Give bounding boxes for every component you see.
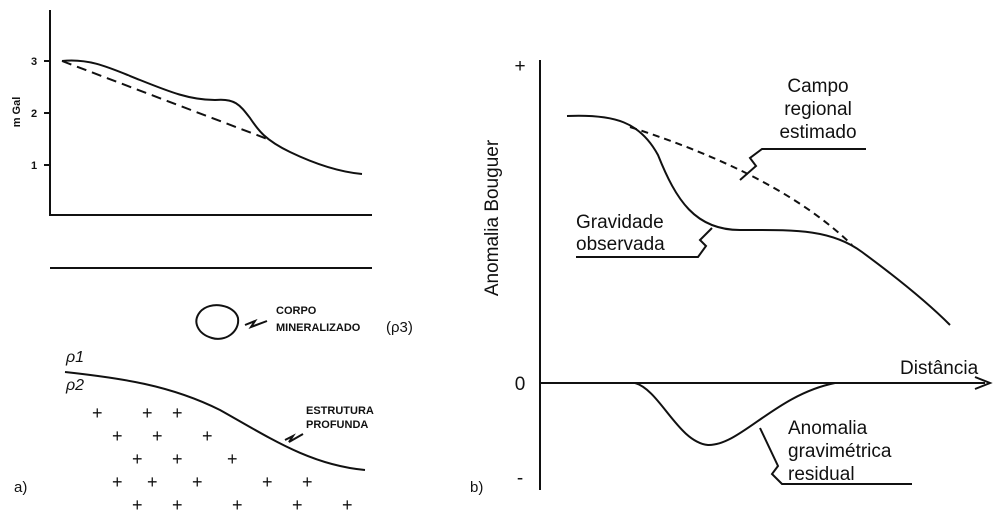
svg-text:+: +: [202, 426, 213, 446]
leader: [576, 227, 713, 258]
observed-label: Gravidade: [576, 212, 664, 233]
panel-b: + 0 - Anomalia Bouguer Distância Campo r…: [470, 56, 993, 496]
residual-label: Anomalia: [788, 418, 868, 439]
observed-curve: [566, 114, 951, 326]
residual-label: gravimétrica: [788, 441, 892, 462]
svg-text:+: +: [147, 472, 158, 492]
svg-text:+: +: [262, 472, 273, 492]
svg-text:+: +: [142, 403, 153, 423]
plus-signs: + + + + + + + + + + + + + + + + + + +: [92, 403, 353, 513]
svg-text:+: +: [292, 495, 303, 513]
leader: [739, 148, 866, 181]
layer-label: ρ2: [65, 377, 84, 394]
y-tick-label: 1: [31, 160, 37, 172]
svg-text:+: +: [152, 426, 163, 446]
observed-label: observada: [576, 234, 665, 255]
y-axis-label: Anomalia Bouguer: [482, 139, 503, 296]
residual-label: residual: [788, 464, 855, 485]
svg-text:+: +: [132, 495, 143, 513]
body-label: (ρ3): [386, 319, 413, 336]
y-mark: +: [514, 56, 525, 77]
regional-label: Campo: [787, 76, 848, 97]
svg-text:+: +: [132, 449, 143, 469]
body-label: MINERALIZADO: [276, 322, 361, 334]
regional-curve: [629, 126, 853, 246]
ore-body: [195, 304, 240, 340]
x-axis-label: Distância: [900, 358, 979, 379]
svg-text:+: +: [112, 426, 123, 446]
svg-text:+: +: [112, 472, 123, 492]
leader: [759, 427, 912, 485]
svg-text:+: +: [192, 472, 203, 492]
regional-label: estimado: [779, 122, 856, 143]
svg-text:+: +: [227, 449, 238, 469]
structure-label: PROFUNDA: [306, 419, 368, 431]
leader: [284, 433, 304, 443]
y-axis-label: m Gal: [11, 97, 23, 128]
y-tick-label: 3: [31, 56, 37, 68]
layer-label: ρ1: [65, 349, 84, 366]
panel-label: b): [470, 479, 483, 496]
svg-text:+: +: [172, 495, 183, 513]
observed-curve: [61, 59, 363, 175]
panel-label: a): [14, 479, 27, 496]
svg-text:+: +: [92, 403, 103, 423]
regional-label: regional: [784, 99, 852, 120]
arrow-head: [974, 376, 993, 390]
svg-text:+: +: [342, 495, 353, 513]
y-tick-label: 2: [31, 108, 37, 120]
svg-text:+: +: [302, 472, 313, 492]
y-mark: 0: [515, 374, 526, 395]
svg-text:+: +: [172, 403, 183, 423]
structure-label: ESTRUTURA: [306, 405, 374, 417]
y-mark: -: [517, 468, 523, 489]
svg-text:+: +: [172, 449, 183, 469]
deep-structure: [64, 371, 366, 471]
regional-line: [61, 60, 271, 141]
panel-a: 3 2 1 m Gal CORPO MINERALIZADO (ρ3) ρ1 ρ…: [11, 10, 413, 513]
leader: [244, 318, 268, 330]
residual-curve: [634, 382, 836, 447]
svg-text:+: +: [232, 495, 243, 513]
body-label: CORPO: [276, 305, 317, 317]
